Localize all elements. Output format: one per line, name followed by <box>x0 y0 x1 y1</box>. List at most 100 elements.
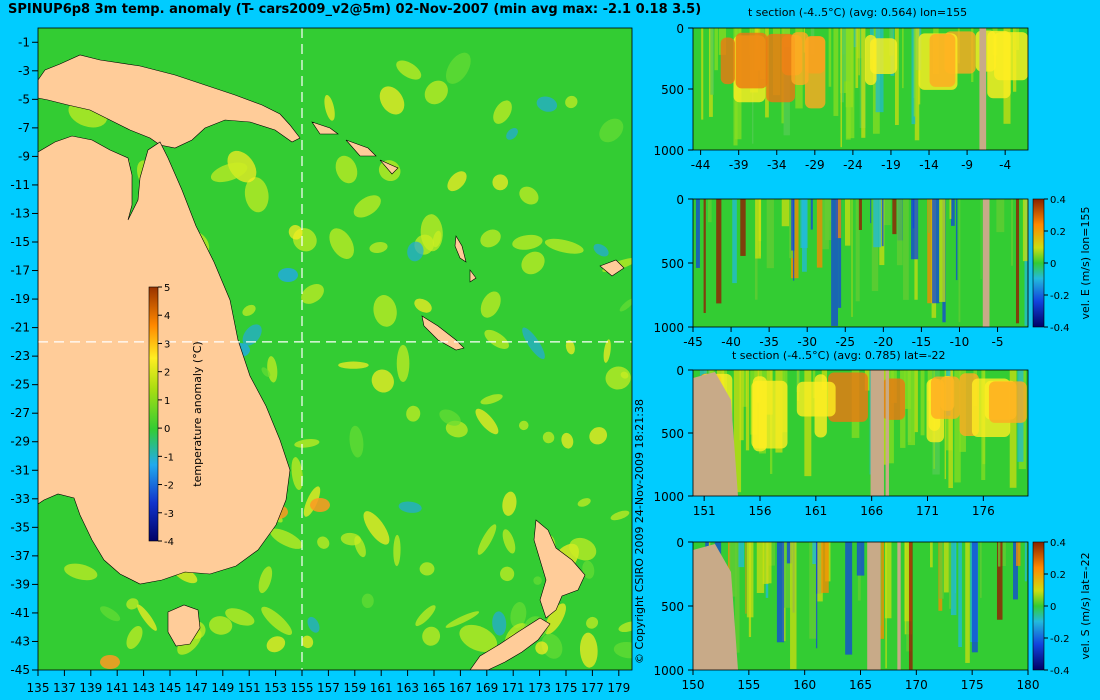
map-x-tick-label: 153 <box>264 681 287 695</box>
anomaly-patch <box>225 608 255 626</box>
section-x-tick-label: 176 <box>972 504 995 518</box>
map-y-tick-label: -37 <box>10 549 30 563</box>
section-streak <box>1024 542 1027 582</box>
section-streak <box>840 28 844 103</box>
section-streak <box>1022 199 1029 262</box>
section-streak <box>804 370 812 477</box>
section-streak <box>833 28 839 116</box>
anomaly-patch <box>419 562 435 576</box>
section-x-tick-label: -4 <box>999 158 1011 172</box>
section-x-tick-label: -35 <box>759 335 779 349</box>
anomaly-patch <box>603 339 611 363</box>
section-streak <box>838 199 842 308</box>
section-streak <box>861 28 866 138</box>
fiji-land <box>599 259 625 277</box>
section-streak <box>999 542 1006 567</box>
section-y-tick-label: 0 <box>676 536 684 550</box>
new-guinea-land <box>38 54 301 149</box>
map-colorbar: 5 4 3 2 1 0 -1 -2 -3 -4 temperature anomaly (°C) <box>148 283 204 548</box>
section-warm-patch <box>751 380 788 449</box>
anomaly-patch <box>363 511 390 545</box>
map-y-tick-label: -1 <box>18 35 30 49</box>
section-streak <box>768 542 776 566</box>
map-x-tick-label: 147 <box>185 681 208 695</box>
section-streak <box>1011 199 1014 266</box>
anomaly-patch <box>329 228 354 259</box>
anomaly-patch <box>610 510 630 521</box>
map-x-tick-label: 137 <box>53 681 76 695</box>
section-streak <box>996 542 1003 620</box>
section-x-tick-label: -44 <box>691 158 711 172</box>
section-y-tick-label: 0 <box>676 193 684 207</box>
anomaly-patch <box>371 369 394 393</box>
anomaly-patch <box>589 427 608 445</box>
section-land-strip <box>867 542 881 670</box>
section-streak <box>911 28 916 125</box>
anomaly-patch <box>544 238 584 254</box>
section-y-tick-label: 1000 <box>653 144 684 158</box>
map-x-tick-label: 175 <box>555 681 578 695</box>
map-x-tick-label: 167 <box>449 681 472 695</box>
anomaly-patch <box>261 367 271 378</box>
section-streak <box>944 370 946 480</box>
map-y-tick-label: -19 <box>10 292 30 306</box>
section-streak <box>824 199 833 221</box>
section-streak <box>817 542 823 602</box>
section-streak <box>958 199 961 323</box>
section-streak <box>695 199 700 268</box>
new-zealand-north-land <box>533 519 586 619</box>
section-streak <box>881 199 884 247</box>
anomaly-patch <box>324 94 335 121</box>
anomaly-patch <box>258 566 273 594</box>
section-x-tick-label: 171 <box>916 504 939 518</box>
anomaly-patch <box>445 611 480 628</box>
map-x-tick-label: 161 <box>370 681 393 695</box>
section-x-tick-label: 156 <box>749 504 772 518</box>
section-streak <box>884 542 892 619</box>
map-x-tick-label: 149 <box>211 681 234 695</box>
anomaly-patch <box>301 284 324 304</box>
anomaly-patch <box>544 603 566 635</box>
map-y-tick-label: -27 <box>10 406 30 420</box>
section-streak <box>716 199 722 304</box>
section-streak <box>904 542 912 622</box>
section-streak <box>904 370 911 409</box>
section-warm-patch <box>766 33 796 103</box>
section-streak <box>812 542 816 565</box>
map-y-tick-label: -7 <box>18 121 30 135</box>
section-x-tick-label: -40 <box>721 335 741 349</box>
section-streak <box>809 542 818 639</box>
new-zealand-south-land <box>469 617 551 670</box>
map-y-tick-label: -45 <box>10 663 30 677</box>
land-mask <box>38 54 625 670</box>
section-streak <box>755 199 761 259</box>
anomaly-patch <box>519 420 529 431</box>
anomaly-patch <box>210 162 248 183</box>
map-y-tick-label: -23 <box>10 349 30 363</box>
section-streak <box>739 370 744 441</box>
colorbar-tick-label: -0.4 <box>1050 323 1070 334</box>
colorbar-icon <box>148 286 159 542</box>
anomaly-patch <box>493 100 512 124</box>
map-x-tick-label: 143 <box>132 681 155 695</box>
section-streak <box>908 542 913 670</box>
colorbar-tick-label: 0 <box>164 424 170 435</box>
anomaly-patch <box>613 641 632 659</box>
section-streak <box>873 199 881 248</box>
anomaly-patch <box>605 366 631 390</box>
section-streak <box>701 28 704 120</box>
section-streak <box>855 199 860 302</box>
anomaly-patch <box>406 405 421 422</box>
section-streak <box>894 28 899 125</box>
section-streak <box>828 28 832 87</box>
colorbar-tick-label: 2 <box>164 368 170 379</box>
copyright-text: © Copyright CSIRO 2009 24-Nov-2009 18:21… <box>633 399 646 664</box>
section-streak <box>911 199 919 260</box>
anomaly-patch <box>209 616 233 635</box>
section-streak <box>855 28 859 88</box>
anomaly-field <box>39 52 632 669</box>
anomaly-patch <box>393 534 401 567</box>
anomaly-patch <box>373 295 397 327</box>
section-streak <box>948 542 952 609</box>
